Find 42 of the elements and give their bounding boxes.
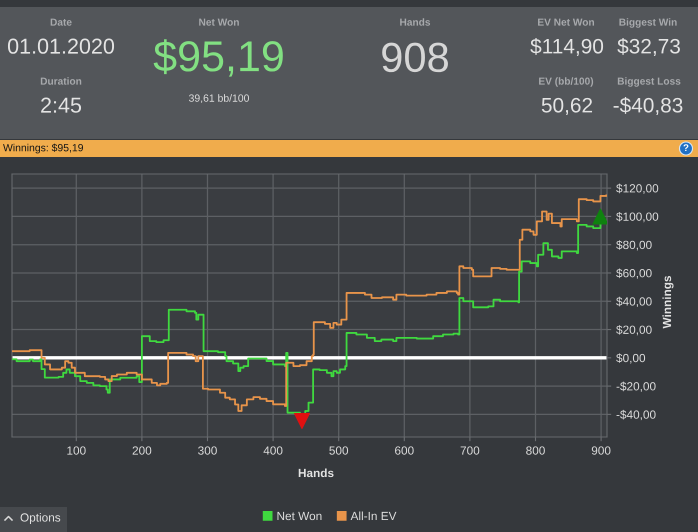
text: Hands bbox=[400, 18, 430, 26]
text: Biggest Win bbox=[619, 18, 677, 28]
text: 39,61 bb/100 bbox=[188, 94, 250, 104]
x-tick-label: 800 bbox=[526, 446, 545, 455]
x-tick-label: 900 bbox=[592, 446, 610, 455]
y-axis-title: Winnings bbox=[662, 276, 674, 328]
x-tick-label: 600 bbox=[395, 446, 414, 455]
x-tick-label: 700 bbox=[460, 446, 480, 455]
y-tick-label: $0,00 bbox=[616, 353, 646, 364]
y-tick-label: $20,00 bbox=[616, 325, 652, 336]
y-tick-label: $120,00 bbox=[616, 184, 658, 194]
x-axis-title: Hands bbox=[298, 468, 334, 478]
text: EV Net Won bbox=[538, 18, 594, 26]
x-tick-label: 400 bbox=[264, 446, 282, 455]
text: 908 bbox=[382, 42, 448, 72]
y-tick-label: $100,00 bbox=[616, 212, 658, 222]
text: Biggest Loss bbox=[618, 77, 680, 87]
text: Date bbox=[50, 18, 72, 26]
y-tick-label: $40,00 bbox=[616, 296, 652, 308]
y-tick-label: -$20,00 bbox=[616, 382, 656, 392]
chart-title: Winnings: $95,19 bbox=[3, 144, 83, 154]
text: Duration bbox=[40, 77, 82, 85]
x-tick-label: 100 bbox=[67, 446, 86, 455]
text: $32,73 bbox=[617, 38, 680, 56]
legend-label: Net Won bbox=[277, 512, 322, 520]
text: Net Won bbox=[199, 18, 239, 26]
text: Options bbox=[20, 512, 60, 524]
text: $95,19 bbox=[154, 39, 283, 77]
text: EV (bb/100) bbox=[539, 77, 594, 87]
y-tick-label: $60,00 bbox=[616, 268, 652, 279]
text: 01.01.2020 bbox=[8, 38, 114, 54]
y-tick-label: -$40,00 bbox=[616, 410, 656, 420]
text: -$40,83 bbox=[614, 96, 682, 116]
text: ? bbox=[683, 144, 688, 152]
x-tick-label: 500 bbox=[329, 446, 348, 455]
text: $114,90 bbox=[530, 38, 604, 56]
legend-label: All-In EV bbox=[350, 511, 396, 520]
x-tick-label: 300 bbox=[198, 446, 217, 455]
x-tick-label: 200 bbox=[132, 446, 152, 455]
text: 2:45 bbox=[41, 98, 82, 113]
y-tick-label: $80,00 bbox=[616, 240, 652, 250]
text: 50,62 bbox=[542, 98, 592, 116]
